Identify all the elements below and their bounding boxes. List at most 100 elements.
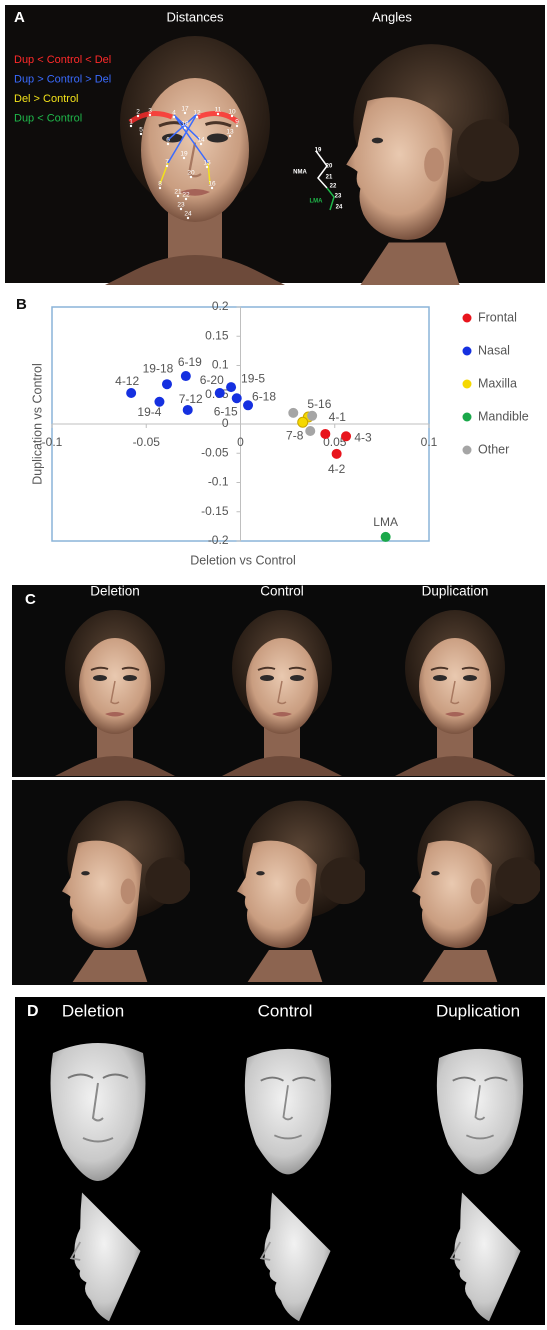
- point: [126, 388, 136, 398]
- landmark-label: 2: [136, 109, 140, 116]
- landmark-label: 21: [174, 189, 182, 196]
- legend-label: Maxilla: [478, 376, 517, 390]
- landmark-label: 19: [315, 148, 322, 154]
- point: [341, 431, 351, 441]
- landmark-label: 12: [193, 110, 201, 117]
- y-tick-label: -0.1: [208, 475, 229, 489]
- point: [320, 429, 330, 439]
- point-label: 6-18: [252, 389, 276, 403]
- column-label: Duplication: [436, 1001, 520, 1020]
- landmark-label: 24: [184, 211, 192, 218]
- legend-label: Mandible: [478, 409, 529, 423]
- x-tick-label: -0.05: [133, 435, 161, 449]
- legend-text: Dup > Control > Del: [14, 73, 111, 85]
- landmark-label: 22: [330, 184, 337, 190]
- landmark-label: 7: [165, 159, 169, 166]
- point-label: 19-4: [137, 405, 161, 419]
- point: [288, 408, 298, 418]
- point: [181, 371, 191, 381]
- column-label: Deletion: [90, 584, 140, 599]
- landmark-label: 22: [182, 192, 190, 199]
- landmark-label: 6: [166, 137, 170, 144]
- y-tick-label: 0.2: [212, 299, 229, 313]
- landmark-label: 11: [215, 107, 222, 114]
- panel-letter: C: [25, 591, 36, 608]
- point: [332, 449, 342, 459]
- landmark-label: 20: [187, 170, 195, 177]
- point-label: 6-15: [214, 404, 238, 418]
- landmark-label: 23: [177, 202, 185, 209]
- landmark-label: 17: [181, 106, 189, 113]
- landmark-label: 9: [235, 119, 239, 126]
- point: [307, 411, 317, 421]
- legend: Frontal Nasal Maxilla Mandible Other: [463, 310, 529, 456]
- point-label: LMA: [373, 515, 398, 529]
- landmark-label: 5: [139, 127, 143, 134]
- point-label: 19-5: [241, 371, 265, 385]
- legend-marker: [463, 413, 472, 422]
- point: [215, 388, 225, 398]
- y-tick-label: 0.15: [205, 328, 229, 342]
- landmark-label: 10: [228, 109, 236, 116]
- landmark-label: 15: [203, 160, 211, 167]
- y-axis-title: Duplication vs Control: [30, 363, 44, 485]
- landmark-label: 21: [326, 175, 333, 181]
- legend-marker: [463, 380, 472, 389]
- point-label: 4-2: [328, 462, 346, 476]
- panel-letter: B: [16, 296, 27, 313]
- landmark-label: 19: [180, 151, 188, 158]
- point: [298, 417, 308, 427]
- point-label: 19-18: [143, 361, 174, 375]
- landmark-label: 1: [129, 119, 133, 126]
- panel-letter: A: [14, 9, 25, 26]
- point-label: 4-12: [115, 374, 139, 388]
- point-label: 6-20: [200, 373, 224, 387]
- point: [162, 379, 172, 389]
- landmark-label: 20: [326, 164, 333, 170]
- landmark-label: 3: [148, 108, 152, 115]
- y-tick-label: -0.15: [201, 504, 229, 518]
- x-tick-label: 0: [237, 435, 244, 449]
- y-tick-label: 0.1: [212, 358, 229, 372]
- landmark-label: 18: [181, 121, 189, 128]
- y-tick-label: -0.2: [208, 533, 229, 547]
- point-label: 4-1: [329, 410, 347, 424]
- panel-title: Angles: [372, 9, 412, 24]
- point: [381, 532, 391, 542]
- column-label: Control: [260, 584, 304, 599]
- legend-marker: [463, 347, 472, 356]
- point: [305, 426, 315, 436]
- landmark-label: 13: [226, 129, 234, 136]
- landmark-label: LMA: [310, 199, 324, 205]
- panel-letter: D: [27, 1003, 39, 1020]
- legend-marker: [463, 446, 472, 455]
- legend-text: Dup < Control < Del: [14, 54, 111, 66]
- landmark-label: 8: [158, 181, 162, 188]
- panel-title: Distances: [166, 9, 224, 24]
- point-label: 7-12: [179, 392, 203, 406]
- landmark-label: NMA: [293, 170, 307, 176]
- legend-label: Frontal: [478, 310, 517, 324]
- landmark-label: 16: [208, 181, 216, 188]
- x-tick-label: -0.1: [42, 435, 63, 449]
- point: [226, 382, 236, 392]
- legend-text: Dup < Control: [14, 112, 82, 124]
- point-label: 7-8: [286, 428, 304, 442]
- point-label: 6-19: [178, 355, 202, 369]
- figure: A Distances Angles Dup < Control < Del Du…: [0, 0, 547, 1330]
- column-label: Duplication: [422, 584, 489, 599]
- legend-label: Other: [478, 442, 509, 456]
- column-label: Deletion: [62, 1001, 124, 1020]
- x-axis-title: Deletion vs Control: [190, 553, 296, 567]
- legend-label: Nasal: [478, 343, 510, 357]
- legend-text: Del > Control: [14, 93, 79, 105]
- x-tick-label: 0.1: [421, 435, 438, 449]
- landmark-label: 14: [197, 137, 205, 144]
- point: [183, 405, 193, 415]
- landmark-label: 23: [335, 194, 342, 200]
- point: [232, 393, 242, 403]
- point-label: 5-16: [307, 397, 331, 411]
- landmark-label: 24: [336, 205, 343, 211]
- scatter-plot: -0.1-0.0500.050.1-0.2-0.15-0.1-0.0500.05…: [42, 299, 438, 547]
- point-label: 4-3: [354, 430, 372, 444]
